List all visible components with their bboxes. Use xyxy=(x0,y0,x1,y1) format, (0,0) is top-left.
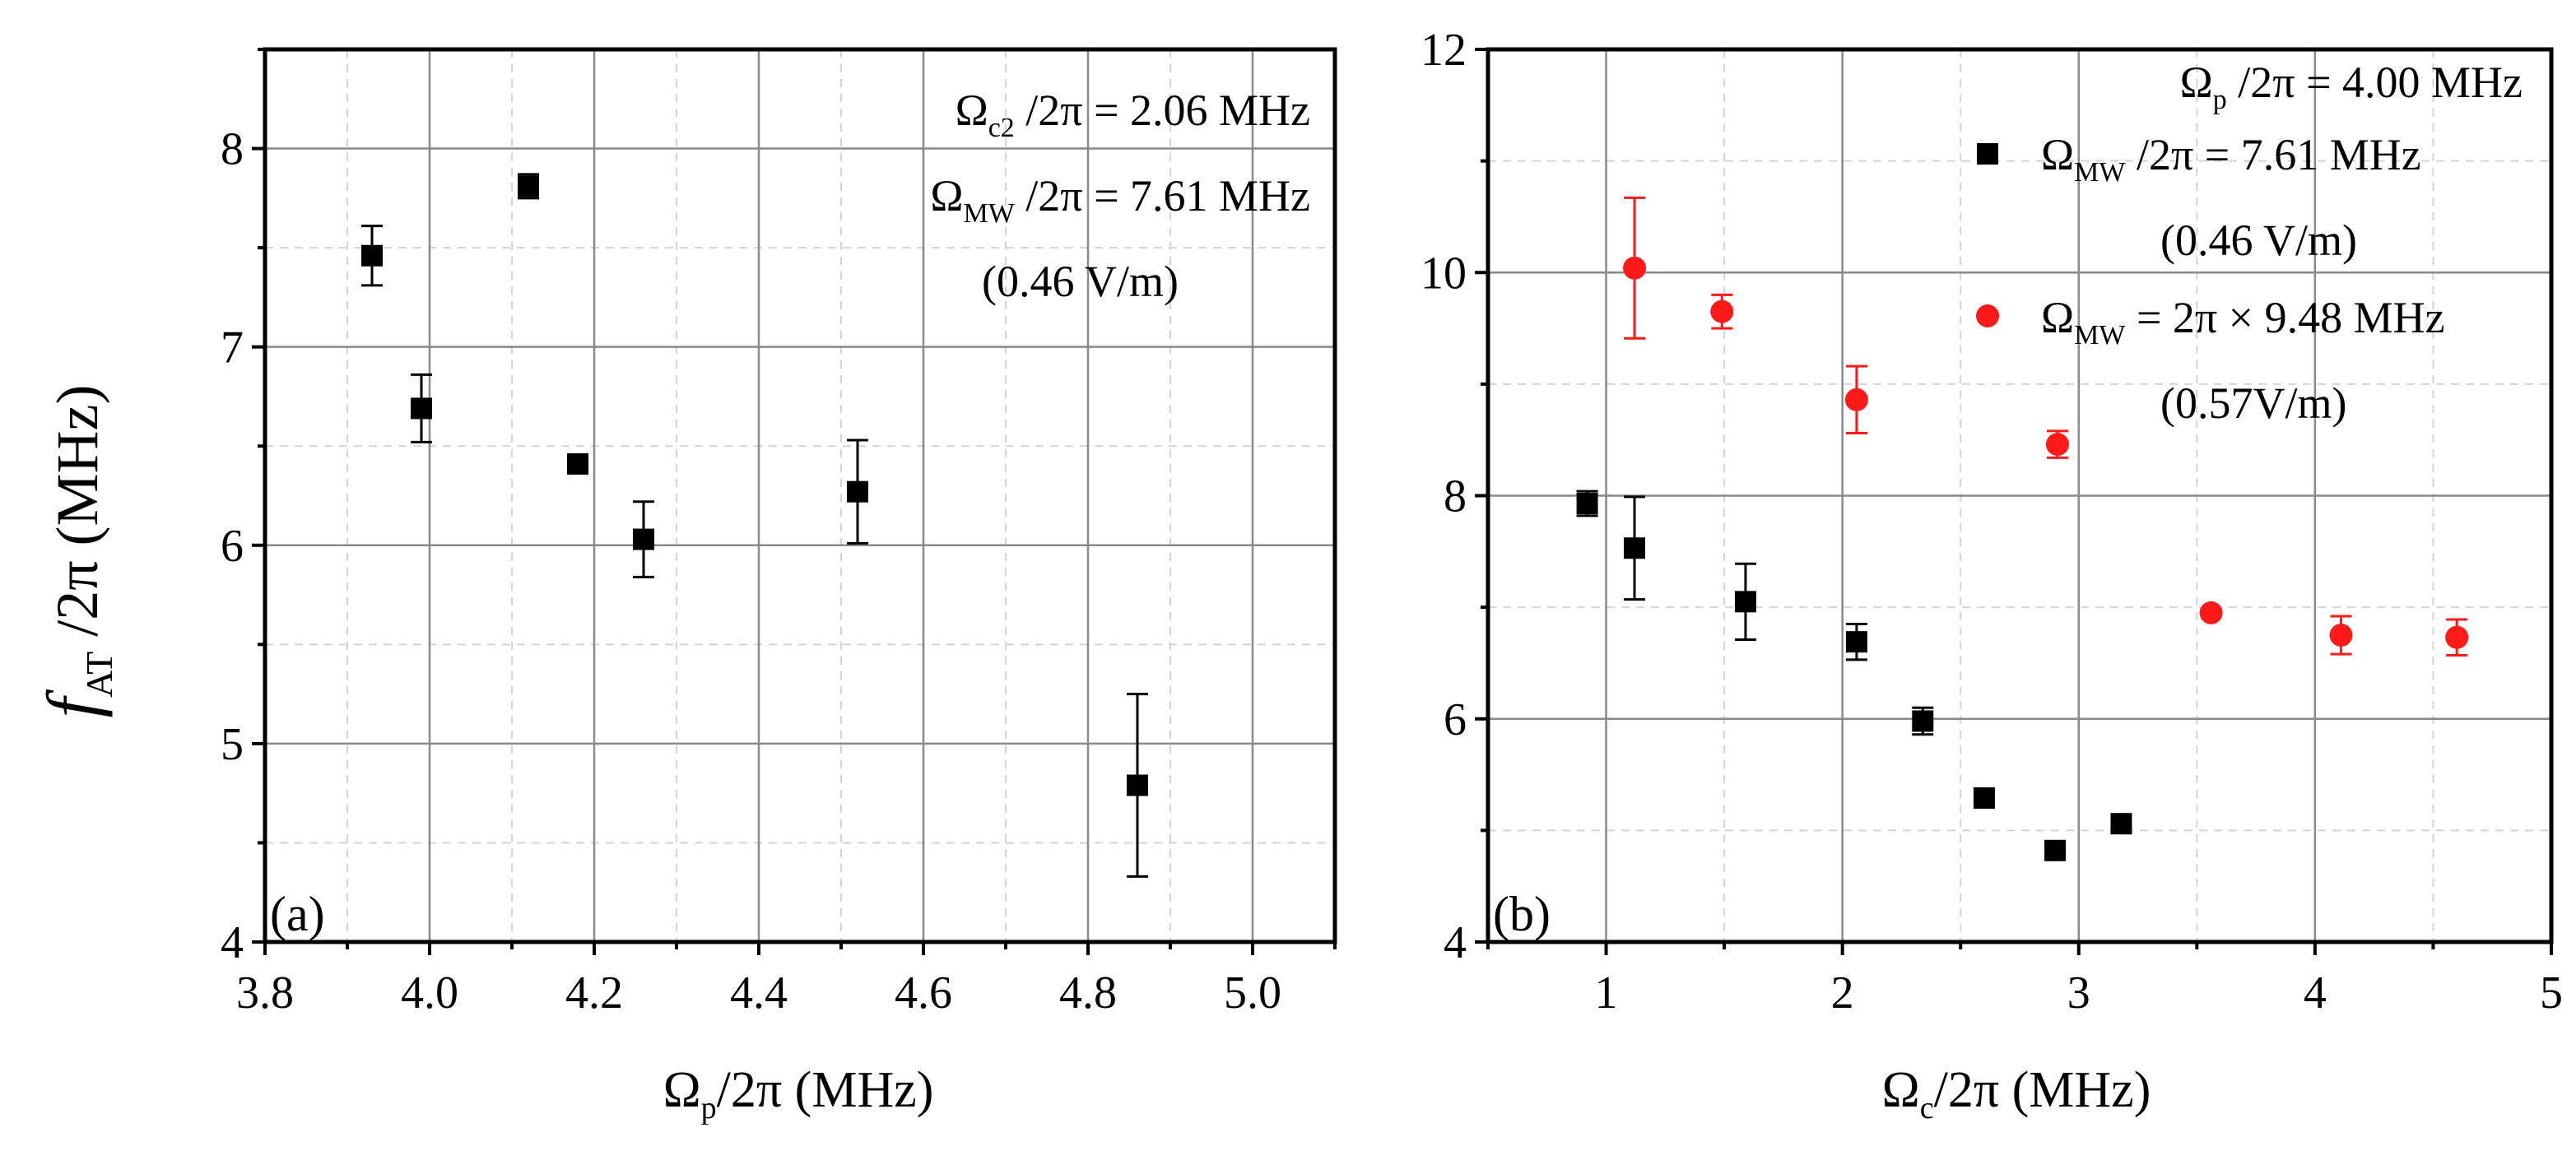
data-point-square xyxy=(1624,537,1646,559)
data-point-circle xyxy=(2199,601,2223,624)
annotation-omega-c2: Ωc2 /2π = 2.06 MHz xyxy=(956,86,1310,143)
x-tick-label: 3.8 xyxy=(236,967,294,1018)
x-tick-label: 4 xyxy=(2304,967,2327,1018)
x-axis-title-a-symbol: Ω xyxy=(663,1062,701,1118)
panel-a: 3.8 4.0 4.2 4.4 4.6 4.8 5.0 4 5 6 7 8 (a) Ωc2 /2π = 2… xyxy=(221,47,1337,1018)
annotation-omega-mw: ΩMW /2π = 7.61 MHz xyxy=(930,171,1310,229)
annotation-omega-p: Ωp /2π = 4.00 MHz xyxy=(2180,58,2523,115)
annotation-omega-mw-text: /2π = 7.61 MHz xyxy=(1015,171,1310,220)
data-point-square xyxy=(1576,492,1598,514)
data-point-circle xyxy=(2445,625,2469,649)
data-point-square xyxy=(567,452,588,475)
y-axis-title: fAT /2π (MHz) xyxy=(34,385,120,718)
legend-entry-2-symbol: Ω xyxy=(2041,293,2074,342)
annotation-omega-p-text: /2π = 4.00 MHz xyxy=(2227,58,2523,107)
x-tick-label: 5 xyxy=(2540,967,2563,1018)
data-point-square xyxy=(847,480,868,503)
data-point-square xyxy=(1734,591,1756,613)
data-point-circle xyxy=(2329,624,2353,647)
y-tick-label: 6 xyxy=(1444,694,1467,745)
x-tick-label: 4.6 xyxy=(895,967,952,1018)
panel-label: (b) xyxy=(1493,887,1551,941)
x-tick-label: 4.8 xyxy=(1059,967,1117,1018)
data-point-square xyxy=(633,528,654,550)
x-tick-label: 4.0 xyxy=(401,967,458,1018)
x-axis-title-b: Ωc/2π (MHz) xyxy=(1882,1062,2151,1125)
x-tick-label: 1 xyxy=(1595,967,1618,1018)
annotation-omega-c2-sub: c2 xyxy=(988,113,1015,143)
legend-entry-1-field: (0.46 V/m) xyxy=(2160,216,2357,265)
x-axis-title-a: Ωp/2π (MHz) xyxy=(663,1062,934,1125)
x-tick-label: 4.4 xyxy=(730,967,788,1018)
data-point-circle xyxy=(1623,256,1647,280)
data-point-square xyxy=(1845,631,1867,653)
legend-entry-1-text: /2π = 7.61 MHz xyxy=(2125,130,2420,179)
x-tick-label: 5.0 xyxy=(1224,967,1281,1018)
y-tick-label: 7 xyxy=(221,322,244,374)
y-tick-label: 8 xyxy=(221,124,244,175)
data-point-square xyxy=(2044,839,2067,861)
data-point-circle xyxy=(2045,433,2069,457)
data-point-square xyxy=(1973,787,1995,810)
x-tick-label: 4.2 xyxy=(565,967,623,1018)
legend-entry-1-sub: MW xyxy=(2074,157,2126,188)
y-tick-label: 10 xyxy=(1421,248,1467,299)
annotation-omega-c2-symbol: Ω xyxy=(956,86,988,135)
data-point-square xyxy=(2110,813,2132,835)
legend-entry-2: ΩMW = 2π × 9.48 MHz xyxy=(2041,293,2445,350)
data-point-circle xyxy=(1710,299,1734,323)
x-axis-title-a-sub: p xyxy=(701,1091,717,1125)
x-tick-label: 2 xyxy=(1831,967,1854,1018)
y-axis-title-text: /2π (MHz) xyxy=(44,385,110,652)
x-axis-title-b-symbol: Ω xyxy=(1882,1062,1920,1118)
annotation-omega-mw-sub: MW xyxy=(963,198,1015,229)
data-point-circle xyxy=(1844,387,1868,411)
legend-entry-2-sub: MW xyxy=(2074,320,2126,350)
annotation-omega-p-sub: p xyxy=(2213,85,2227,115)
legend-entry-1-symbol: Ω xyxy=(2041,130,2074,179)
y-tick-label: 6 xyxy=(221,521,244,572)
x-tick-label: 3 xyxy=(2067,967,2090,1018)
x-axis-title-b-text: /2π (MHz) xyxy=(1934,1062,2151,1118)
y-tick-label: 5 xyxy=(221,719,244,770)
y-tick-label: 4 xyxy=(1444,917,1467,968)
legend-marker-circle xyxy=(1976,304,1999,327)
y-tick-label: 8 xyxy=(1444,471,1467,522)
annotation-field: (0.46 V/m) xyxy=(982,257,1179,306)
annotation-omega-c2-text: /2π = 2.06 MHz xyxy=(1015,86,1310,135)
legend-marker-square xyxy=(1977,143,1998,165)
annotation-field-text: (0.46 V/m) xyxy=(982,257,1179,306)
data-point-square xyxy=(361,244,383,267)
y-tick-label: 4 xyxy=(221,917,244,968)
legend-entry-2-text: = 2π × 9.48 MHz xyxy=(2125,293,2444,342)
data-point-square xyxy=(518,175,539,197)
annotation-omega-p-symbol: Ω xyxy=(2180,58,2213,107)
plot-frame xyxy=(1486,47,2554,944)
data-point-square xyxy=(1127,774,1148,796)
x-axis-title-a-text: /2π (MHz) xyxy=(717,1062,934,1118)
data-point-square xyxy=(1912,710,1934,732)
y-axis-title-sub: AT xyxy=(78,652,120,698)
plot-frame xyxy=(263,47,1337,944)
data-point-square xyxy=(411,397,432,420)
y-tick-label: 12 xyxy=(1421,25,1467,76)
legend-entry-1: ΩMW /2π = 7.61 MHz xyxy=(2041,130,2421,188)
panel-label: (a) xyxy=(270,887,325,941)
annotation-omega-mw-symbol: Ω xyxy=(930,171,963,220)
legend-entry-2-field: (0.57V/m) xyxy=(2160,378,2346,428)
x-axis-title-b-sub: c xyxy=(1920,1091,1934,1125)
